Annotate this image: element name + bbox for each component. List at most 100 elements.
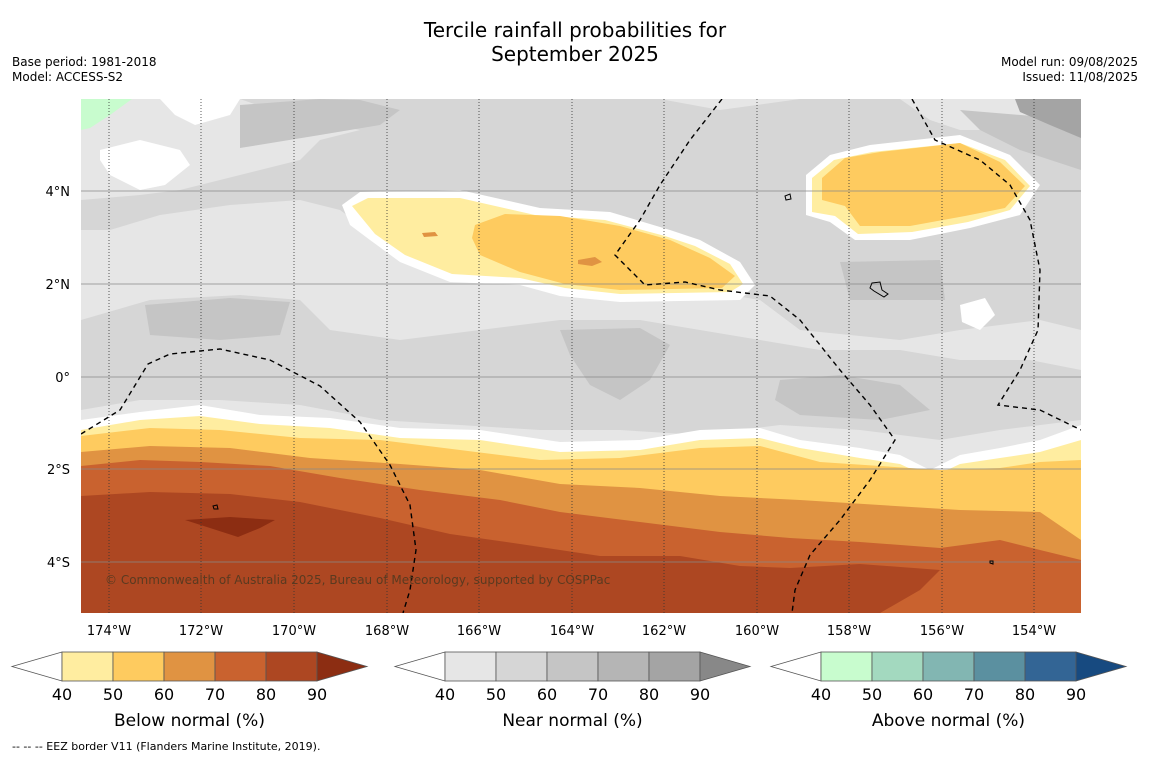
meta-right: Model run: 09/08/2025 Issued: 11/08/2025	[1001, 55, 1138, 85]
near-normal-colorbar-segment	[546, 651, 599, 682]
lon-label: 174°W	[87, 624, 131, 639]
map-title: Tercile rainfall probabilities for Septe…	[0, 18, 1150, 66]
below-normal-tongue-50	[472, 214, 735, 290]
below-normal-colorbar-segment	[265, 651, 318, 682]
copyright-text: © Commonwealth of Australia 2025, Bureau…	[105, 573, 610, 587]
graticule	[81, 99, 1081, 613]
near-normal-60-patch-6	[240, 99, 400, 148]
lon-axis: 174°W 172°W 170°W 168°W 166°W 164°W 162°…	[87, 624, 1056, 639]
near-normal-colorbar-under	[393, 651, 446, 682]
below-normal-colorbar-tick: 60	[154, 685, 174, 704]
lon-label: 170°W	[272, 624, 316, 639]
above-normal-nw	[81, 99, 132, 130]
title-line-2: September 2025	[491, 42, 659, 66]
below-normal-colorbar: 40 50 60 70 80 90 Below normal (%)	[10, 651, 369, 731]
below-normal-south-90	[185, 517, 275, 537]
below-normal-colorbar-segment	[163, 651, 216, 682]
base-period: Base period: 1981-2018	[12, 55, 157, 69]
lat-label: 2°N	[46, 278, 71, 293]
lon-label: 166°W	[457, 624, 501, 639]
below-normal-colorbar-tick: 70	[205, 685, 225, 704]
below-normal-colorbar-tick: 50	[103, 685, 123, 704]
eez-border-tokelau	[81, 348, 417, 613]
below-normal-tongue-60-dot2	[422, 232, 438, 237]
near-normal-colorbar-segment	[648, 651, 701, 682]
near-normal-colorbar-tick: 50	[486, 685, 506, 704]
above-normal-colorbar-tick: 80	[1015, 685, 1035, 704]
below-normal-colorbar-segment	[214, 651, 267, 682]
above-normal-colorbar-segment	[922, 651, 975, 682]
lat-label: 4°S	[47, 556, 70, 571]
title-line-1: Tercile rainfall probabilities for	[423, 18, 727, 42]
near-normal-colorbar-tick: 80	[639, 685, 659, 704]
above-normal-colorbar-segment	[973, 651, 1026, 682]
near-normal-colorbar-over	[699, 651, 752, 682]
below-normal-south-80	[81, 492, 940, 613]
eez-footnote: -- -- -- EEZ border V11 (Flanders Marine…	[12, 740, 321, 753]
lon-label: 168°W	[365, 624, 409, 639]
near-normal-60-patch-4	[840, 260, 945, 300]
above-normal-colorbar-title: Above normal (%)	[872, 711, 1025, 731]
lon-label: 172°W	[179, 624, 223, 639]
above-normal-colorbar-tick: 70	[964, 685, 984, 704]
below-normal-colorbar-tick: 40	[52, 685, 72, 704]
lat-label: 0°	[55, 371, 70, 386]
below-normal-colorbar-segment	[112, 651, 165, 682]
near-normal-60-patch-2	[560, 328, 670, 400]
eez-border-line-islands-east	[911, 99, 1081, 431]
white-patch-ne	[160, 99, 240, 125]
below-normal-colorbar-title: Below normal (%)	[114, 711, 265, 731]
lon-label: 162°W	[642, 624, 686, 639]
island-small-1	[784, 193, 792, 201]
above-normal-colorbar: 40 50 60 70 80 90 Above normal (%)	[769, 651, 1128, 731]
model-run: Model run: 09/08/2025	[1000, 55, 1138, 69]
lon-label: 164°W	[550, 624, 594, 639]
above-normal-colorbar-tick: 60	[913, 685, 933, 704]
model-name: Model: ACCESS-S2	[12, 70, 124, 84]
above-normal-colorbar-over	[1075, 651, 1128, 682]
near-normal-colorbar-tick: 90	[690, 685, 710, 704]
above-normal-colorbar-segment	[871, 651, 924, 682]
lat-label: 2°S	[47, 463, 70, 478]
below-normal-ne-50	[822, 143, 1025, 226]
lat-label: 4°N	[46, 185, 71, 200]
above-normal-colorbar-tick: 90	[1066, 685, 1086, 704]
above-normal-colorbar-segment	[1024, 651, 1077, 682]
near-normal-colorbar: 40 50 60 70 80 90 Near normal (%)	[393, 651, 752, 731]
eez-border-line-islands-west	[614, 99, 896, 613]
lon-label: 156°W	[920, 624, 964, 639]
near-normal-colorbar-segment	[597, 651, 650, 682]
island-small-2	[212, 504, 219, 510]
near-normal-colorbar-tick: 40	[435, 685, 455, 704]
lon-label: 160°W	[735, 624, 779, 639]
map-panel	[81, 99, 1081, 613]
above-normal-colorbar-tick: 50	[862, 685, 882, 704]
colorbars: 40 50 60 70 80 90 Below normal (%) 40 50 60 70 80 90…	[10, 651, 1128, 731]
white-patch-small	[960, 298, 995, 330]
near-normal-colorbar-segment	[495, 651, 548, 682]
lat-axis: 4°N 2°N 0° 2°S 4°S	[46, 185, 71, 571]
below-normal-tongue-60-dot	[578, 257, 602, 266]
island-kiritimati	[869, 281, 889, 298]
near-normal-70-patch	[1015, 99, 1081, 138]
lon-label: 154°W	[1012, 624, 1056, 639]
near-normal-colorbar-title: Near normal (%)	[502, 711, 642, 731]
lon-label: 158°W	[827, 624, 871, 639]
island-small-3	[989, 560, 994, 565]
near-normal-colorbar-tick: 70	[588, 685, 608, 704]
near-normal-colorbar-segment	[444, 651, 497, 682]
below-normal-colorbar-segment	[61, 651, 114, 682]
near-normal-colorbar-tick: 60	[537, 685, 557, 704]
issued-date: Issued: 11/08/2025	[1022, 70, 1138, 84]
islands	[212, 193, 994, 565]
white-patch-nw	[100, 140, 190, 190]
below-normal-colorbar-over	[316, 651, 369, 682]
near-normal-60-patch-3	[775, 375, 930, 420]
below-normal-colorbar-under	[10, 651, 63, 682]
above-normal-colorbar-segment	[820, 651, 873, 682]
above-normal-colorbar-under	[769, 651, 822, 682]
meta-left: Base period: 1981-2018 Model: ACCESS-S2	[12, 55, 157, 85]
near-normal-60-patch-1	[145, 298, 290, 340]
above-normal-colorbar-tick: 40	[811, 685, 831, 704]
